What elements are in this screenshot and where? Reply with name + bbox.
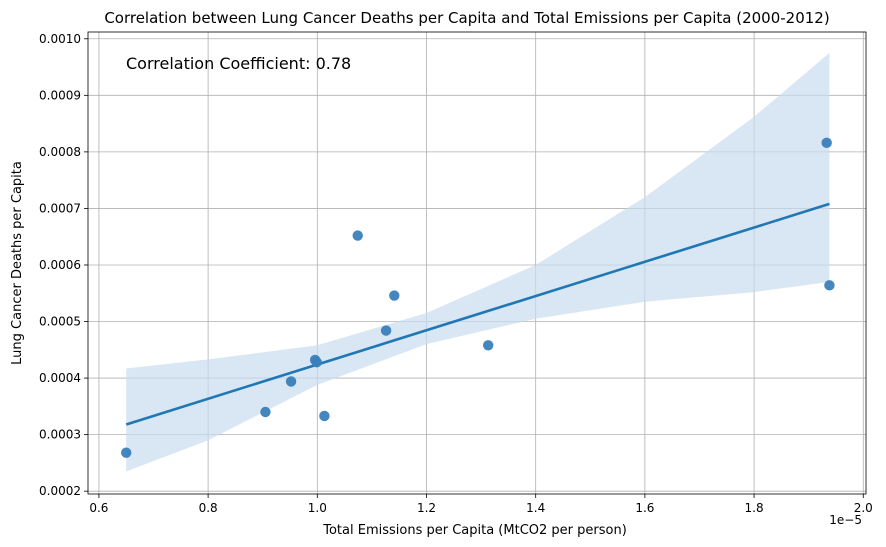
chart-title: Correlation between Lung Cancer Deaths p… — [104, 9, 829, 27]
data-points — [121, 137, 835, 458]
x-tick-label: 2.0 — [854, 501, 873, 515]
plot-frame — [87, 31, 867, 495]
x-axis-offset-label: 1e−5 — [829, 513, 862, 527]
x-tick-label: 0.6 — [89, 501, 108, 515]
scatter-point — [121, 447, 132, 458]
x-tick-label: 1.8 — [745, 501, 764, 515]
scatter-point — [821, 137, 832, 149]
confidence-band — [126, 52, 830, 472]
y-tick-label: 0.0004 — [39, 371, 81, 385]
x-tick-label: 1.2 — [417, 501, 436, 515]
scatter-point — [482, 340, 494, 351]
y-tick-label: 0.0006 — [39, 258, 81, 272]
x-tick-label: 1.6 — [635, 501, 654, 515]
y-tick-label: 0.0005 — [39, 315, 81, 329]
correlation-annotation: Correlation Coefficient: 0.78 — [126, 54, 351, 73]
y-tick-label: 0.0002 — [39, 484, 81, 498]
y-tick-label: 0.0010 — [39, 32, 81, 46]
regression-line — [125, 202, 830, 426]
y-tick-label: 0.0008 — [39, 145, 81, 159]
y-tick-label: 0.0003 — [39, 428, 81, 442]
scatter-point — [311, 357, 322, 368]
scatter-point — [285, 376, 297, 387]
y-axis-ticks: 0.0002 0.0003 0.0004 0.0005 0.0006 0.0007 0.00… — [39, 32, 88, 498]
scatter-point — [319, 410, 330, 422]
x-axis-ticks: 0.6 0.8 1.0 1.2 1.4 1.6 1.8 2.0 — [89, 494, 873, 515]
scatter-point — [352, 230, 363, 241]
scatter-point — [389, 290, 400, 301]
x-tick-label: 1.4 — [526, 501, 545, 515]
x-tick-label: 1.0 — [308, 501, 327, 515]
y-tick-label: 0.0009 — [39, 88, 81, 102]
scatter-point — [380, 325, 392, 336]
y-tick-label: 0.0007 — [39, 201, 81, 215]
x-tick-label: 0.8 — [199, 501, 218, 515]
scatter-point — [824, 280, 835, 291]
y-axis-label: Lung Cancer Deaths per Capita — [10, 161, 25, 365]
x-axis-label: Total Emissions per Capita (MtCO2 per pe… — [322, 523, 627, 538]
scatter-point — [260, 406, 271, 418]
